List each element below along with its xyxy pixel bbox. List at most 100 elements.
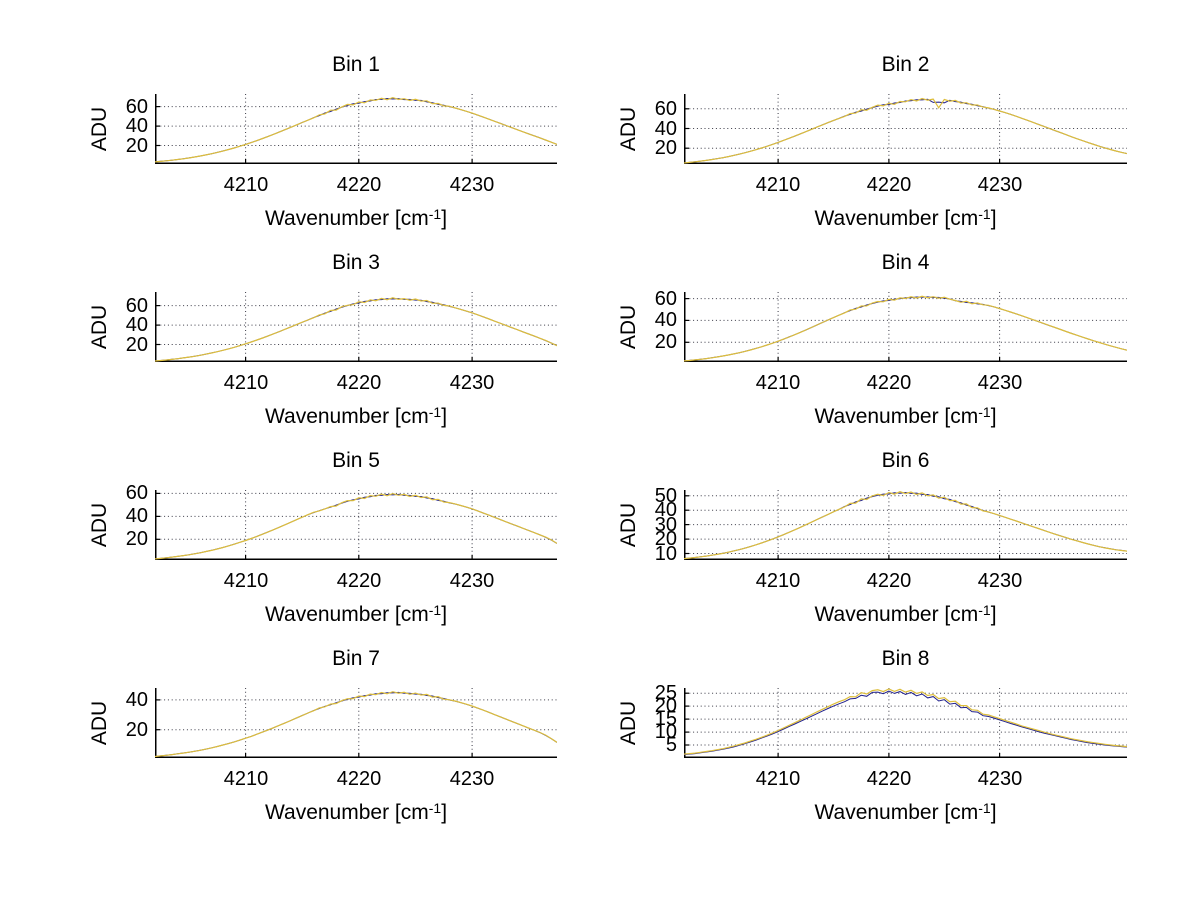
x-tick-label: 4210 xyxy=(223,174,269,196)
blue-spectrum-line xyxy=(684,491,1127,560)
x-tick-label: 4230 xyxy=(449,570,495,592)
plot-title: Bin 1 xyxy=(332,53,380,76)
y-tick-label: 40 xyxy=(125,314,148,336)
y-axis-title: ADU xyxy=(617,304,640,350)
x-tick-label: 4210 xyxy=(755,174,801,196)
blue-spectrum-line xyxy=(684,690,1127,756)
subplot-bin-4: Bin 4 20 40 60 4210 4220 4230 ADU Wavenumber [cm… xyxy=(569,248,1147,448)
plot-title: Bin 3 xyxy=(332,251,380,274)
y-tick-label: 40 xyxy=(654,499,677,521)
x-axis-title-bracket: ] xyxy=(441,603,448,626)
x-tick-label: 4210 xyxy=(223,768,269,790)
x-tick-label: 4230 xyxy=(977,372,1023,394)
y-tick-label: 60 xyxy=(125,482,148,504)
x-axis-title: Wavenumber [cm-1] xyxy=(155,796,557,825)
plot-title: Bin 8 xyxy=(881,647,930,670)
yellow-spectrum-line xyxy=(684,295,1127,362)
y-tick-label: 25 xyxy=(654,682,677,704)
x-axis-title-text: Wavenumber [cm xyxy=(264,207,429,230)
x-tick-label: 4230 xyxy=(449,768,495,790)
y-axis-title: ADU xyxy=(88,502,111,548)
subplot-bin-1: Bin 1 20 40 60 4210 4220 4230 ADU Wavenumber [cm… xyxy=(40,50,577,250)
y-axis-title: ADU xyxy=(88,106,111,152)
yellow-spectrum-line xyxy=(684,491,1127,560)
x-axis-title-text: Wavenumber [cm xyxy=(264,405,429,428)
plot-title: Bin 7 xyxy=(332,647,380,670)
x-tick-label: 4220 xyxy=(336,174,382,196)
x-tick-label: 4230 xyxy=(977,174,1023,196)
y-tick-label: 40 xyxy=(125,115,148,137)
x-axis-title: Wavenumber [cm-1] xyxy=(684,202,1127,231)
yellow-spectrum-line xyxy=(155,691,557,758)
x-tick-label: 4220 xyxy=(866,570,912,592)
x-tick-label: 4230 xyxy=(449,174,495,196)
plot-area-bin-8 xyxy=(684,688,1127,758)
subplot-bin-6: Bin 6 10 20 30 40 50 4210 4220 4230 ADU Wavenumber… xyxy=(569,446,1147,646)
x-tick-label: 4210 xyxy=(223,570,269,592)
y-tick-label: 60 xyxy=(654,98,677,120)
y-tick-label: 15 xyxy=(654,708,677,730)
y-tick-label: 5 xyxy=(665,734,677,756)
x-axis-title-exponent: -1 xyxy=(428,404,442,420)
y-tick-label: 50 xyxy=(654,485,677,507)
x-tick-label: 4210 xyxy=(755,570,801,592)
x-tick-label: 4230 xyxy=(977,570,1023,592)
x-axis-title-text: Wavenumber [cm xyxy=(264,603,429,626)
x-axis-title-bracket: ] xyxy=(990,405,997,428)
yellow-spectrum-line xyxy=(684,688,1127,755)
x-axis-title: Wavenumber [cm-1] xyxy=(155,202,557,231)
subplot-bin-3: Bin 3 20 40 60 4210 4220 4230 ADU Wavenumber [cm… xyxy=(40,248,577,448)
x-axis-title-text: Wavenumber [cm xyxy=(814,207,979,230)
x-axis-title-bracket: ] xyxy=(441,207,448,230)
yellow-spectrum-line xyxy=(684,97,1127,164)
plot-area-bin-6 xyxy=(684,490,1127,560)
y-axis-title: ADU xyxy=(617,502,640,548)
subplot-bin-8: Bin 8 5 10 15 20 25 4210 4220 4230 ADU Wavenumber … xyxy=(569,644,1147,844)
x-tick-label: 4230 xyxy=(449,372,495,394)
y-tick-label: 20 xyxy=(125,135,148,157)
y-tick-label: 60 xyxy=(125,295,148,317)
plot-area-bin-1 xyxy=(155,94,557,164)
plot-area-bin-7 xyxy=(155,688,557,758)
plot-area-bin-5 xyxy=(155,490,557,560)
x-axis-title: Wavenumber [cm-1] xyxy=(155,598,557,627)
subplot-bin-7: Bin 7 20 40 4210 4220 4230 ADU Wavenumber [cm-1… xyxy=(40,644,577,844)
x-axis-title-bracket: ] xyxy=(990,207,997,230)
subplot-bin-2: Bin 2 20 40 60 4210 4220 4230 ADU Wavenumber [cm… xyxy=(569,50,1147,250)
y-tick-label: 20 xyxy=(654,528,677,550)
y-tick-label: 20 xyxy=(125,334,148,356)
y-axis-title: ADU xyxy=(617,700,640,746)
x-axis-title-text: Wavenumber [cm xyxy=(814,603,979,626)
x-axis-title-exponent: -1 xyxy=(428,206,442,222)
x-axis-title-bracket: ] xyxy=(990,801,997,824)
x-tick-label: 4220 xyxy=(336,372,382,394)
y-tick-label: 20 xyxy=(654,137,677,159)
x-axis-title: Wavenumber [cm-1] xyxy=(684,796,1127,825)
x-axis-title-exponent: -1 xyxy=(978,206,991,222)
x-tick-label: 4210 xyxy=(755,372,801,394)
x-tick-label: 4220 xyxy=(336,570,382,592)
y-tick-label: 10 xyxy=(654,543,677,565)
x-tick-label: 4220 xyxy=(866,174,912,196)
x-axis-title-text: Wavenumber [cm xyxy=(814,801,979,824)
subplot-bin-5: Bin 5 20 40 60 4210 4220 4230 ADU Wavenumber [cm… xyxy=(40,446,577,646)
y-tick-label: 60 xyxy=(125,96,148,118)
x-tick-label: 4220 xyxy=(866,372,912,394)
x-tick-label: 4220 xyxy=(866,768,912,790)
y-tick-label: 10 xyxy=(654,721,677,743)
x-axis-title-text: Wavenumber [cm xyxy=(814,405,979,428)
x-axis-title-exponent: -1 xyxy=(978,800,991,816)
y-tick-label: 40 xyxy=(654,118,677,140)
plot-title: Bin 2 xyxy=(881,53,930,76)
x-tick-label: 4210 xyxy=(755,768,801,790)
y-tick-label: 20 xyxy=(125,528,148,550)
y-tick-label: 20 xyxy=(125,719,148,741)
y-axis-title: ADU xyxy=(88,700,111,746)
x-axis-title-bracket: ] xyxy=(441,405,448,428)
x-axis-title-exponent: -1 xyxy=(428,800,442,816)
x-axis-title: Wavenumber [cm-1] xyxy=(155,400,557,429)
x-axis-title: Wavenumber [cm-1] xyxy=(684,400,1127,429)
x-axis-title-text: Wavenumber [cm xyxy=(264,801,429,824)
y-tick-label: 40 xyxy=(125,505,148,527)
